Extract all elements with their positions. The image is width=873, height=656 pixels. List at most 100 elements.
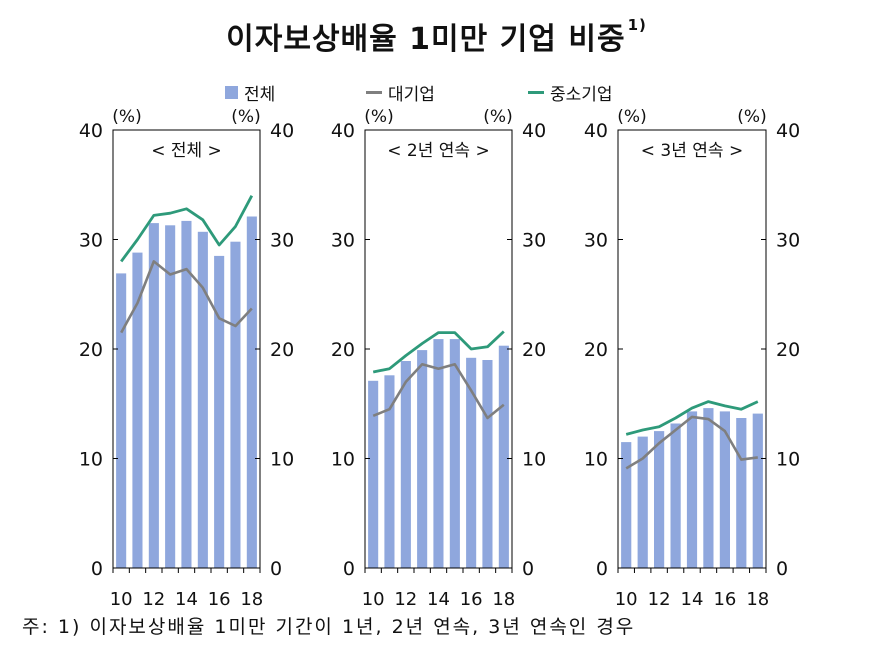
ytick-label-left-p2-20: 20 bbox=[331, 339, 355, 361]
ytick-label-right-p1-10: 10 bbox=[270, 449, 294, 471]
bar-p3-17 bbox=[736, 418, 747, 568]
bar-p3-10 bbox=[621, 442, 632, 568]
xtick-label-p2-16: 16 bbox=[460, 589, 483, 610]
bar-p3-18 bbox=[752, 413, 763, 568]
bar-p2-17 bbox=[482, 360, 493, 568]
panel-title-p2: < 2년 연속 > bbox=[387, 141, 489, 161]
line-large-p3 bbox=[625, 415, 758, 470]
ytick-label-left-p2-10: 10 bbox=[331, 449, 355, 471]
footnote: 주: 1) 이자보상배율 1미만 기간이 1년, 2년 연속, 3년 연속인 경… bbox=[22, 616, 636, 638]
bar-p3-13 bbox=[670, 423, 681, 568]
unit-left-p1: (%) bbox=[112, 107, 141, 127]
bar-p2-10 bbox=[368, 380, 379, 568]
unit-left-p3: (%) bbox=[617, 107, 646, 127]
legend-label-total: 전체 bbox=[244, 85, 276, 105]
bar-p2-12 bbox=[400, 361, 411, 568]
ytick-label-right-p1-40: 40 bbox=[270, 120, 294, 142]
xtick-label-p2-12: 12 bbox=[394, 589, 417, 610]
legend-label-sme: 중소기업 bbox=[550, 85, 613, 105]
ytick-label-left-p2-30: 30 bbox=[331, 230, 355, 252]
ytick-label-left-p3-20: 20 bbox=[584, 339, 608, 361]
bar-p1-13 bbox=[165, 225, 176, 569]
xtick-label-p2-18: 18 bbox=[492, 589, 515, 610]
ytick-label-left-p3-40: 40 bbox=[584, 120, 608, 142]
xtick-label-p3-16: 16 bbox=[713, 589, 736, 610]
ytick-label-left-p2-40: 40 bbox=[331, 120, 355, 142]
panel-title-p1: < 전체 > bbox=[151, 141, 222, 161]
ytick-label-left-p1-10: 10 bbox=[79, 449, 103, 471]
line-large-p2 bbox=[372, 362, 505, 420]
xtick-label-p1-14: 14 bbox=[175, 589, 198, 610]
xtick-label-p1-18: 18 bbox=[240, 589, 263, 610]
xtick-label-p3-12: 12 bbox=[648, 589, 671, 610]
bar-p2-13 bbox=[417, 350, 428, 568]
legend-item-sme: 중소기업 bbox=[528, 80, 613, 105]
bar-p3-14 bbox=[686, 411, 698, 568]
xtick-label-p3-10: 10 bbox=[615, 589, 638, 610]
legend-item-large: 대기업 bbox=[366, 80, 435, 105]
chart-title-text: 이자보상배율 1미만 기업 비중 bbox=[226, 22, 626, 57]
ytick-label-left-p1-0: 0 bbox=[91, 558, 103, 580]
bar-p3-11 bbox=[637, 436, 648, 568]
ytick-label-right-p3-0: 0 bbox=[776, 558, 788, 580]
bar-p1-10 bbox=[116, 273, 127, 568]
bar-p2-15 bbox=[449, 339, 460, 568]
xtick-label-p1-16: 16 bbox=[208, 589, 231, 610]
legend-swatch-sme bbox=[528, 91, 544, 94]
legend: 전체 대기업 중소기업 bbox=[0, 80, 873, 105]
bar-p2-14 bbox=[433, 339, 444, 568]
ytick-label-left-p1-40: 40 bbox=[79, 120, 103, 142]
ytick-label-right-p1-20: 20 bbox=[270, 339, 294, 361]
ytick-label-right-p2-0: 0 bbox=[522, 558, 534, 580]
line-sme-p3 bbox=[625, 400, 759, 436]
ytick-label-left-p3-30: 30 bbox=[584, 230, 608, 252]
ytick-label-left-p3-10: 10 bbox=[584, 449, 608, 471]
ytick-label-right-p1-0: 0 bbox=[270, 558, 282, 580]
chart-title: 이자보상배율 1미만 기업 비중 1) bbox=[0, 14, 873, 58]
bar-p2-11 bbox=[384, 375, 395, 568]
xtick-label-p1-10: 10 bbox=[110, 589, 133, 610]
line-sme-p1 bbox=[120, 195, 254, 263]
bar-p1-15 bbox=[197, 231, 208, 569]
ytick-label-right-p3-20: 20 bbox=[776, 339, 800, 361]
unit-right-p1: (%) bbox=[231, 107, 260, 127]
line-large-p1 bbox=[120, 260, 253, 334]
ytick-label-left-p2-0: 0 bbox=[343, 558, 355, 580]
ytick-label-right-p3-30: 30 bbox=[776, 230, 800, 252]
panel-title-p3: < 3년 연속 > bbox=[641, 141, 743, 161]
legend-item-total: 전체 bbox=[225, 80, 275, 105]
unit-right-p3: (%) bbox=[737, 107, 766, 127]
ytick-label-right-p3-10: 10 bbox=[776, 449, 800, 471]
xtick-label-p1-12: 12 bbox=[142, 589, 165, 610]
ytick-label-left-p3-0: 0 bbox=[596, 558, 608, 580]
ytick-label-left-p1-30: 30 bbox=[79, 230, 103, 252]
legend-swatch-large bbox=[366, 91, 382, 94]
bar-p1-11 bbox=[132, 252, 143, 568]
bar-p3-15 bbox=[703, 408, 714, 568]
ytick-label-right-p3-40: 40 bbox=[776, 120, 800, 142]
legend-swatch-total bbox=[225, 86, 238, 99]
legend-label-large: 대기업 bbox=[388, 85, 435, 105]
title-footnote-mark: 1) bbox=[627, 16, 647, 34]
unit-right-p2: (%) bbox=[483, 107, 512, 127]
xtick-label-p2-10: 10 bbox=[362, 589, 385, 610]
bar-p2-18 bbox=[498, 345, 509, 568]
bar-p3-16 bbox=[719, 411, 730, 568]
bar-p1-17 bbox=[230, 241, 241, 568]
ytick-label-right-p1-30: 30 bbox=[270, 230, 294, 252]
bar-p2-16 bbox=[466, 357, 477, 568]
xtick-label-p3-14: 14 bbox=[681, 589, 704, 610]
ytick-label-right-p2-40: 40 bbox=[522, 120, 546, 142]
line-sme-p2 bbox=[372, 330, 505, 374]
xtick-label-p2-14: 14 bbox=[427, 589, 450, 610]
ytick-label-right-p2-30: 30 bbox=[522, 230, 546, 252]
ytick-label-right-p2-20: 20 bbox=[522, 339, 546, 361]
xtick-label-p3-18: 18 bbox=[746, 589, 769, 610]
bar-p1-12 bbox=[148, 223, 159, 568]
ytick-label-left-p1-20: 20 bbox=[79, 339, 103, 361]
unit-left-p2: (%) bbox=[364, 107, 393, 127]
ytick-label-right-p2-10: 10 bbox=[522, 449, 546, 471]
bar-p3-12 bbox=[654, 431, 665, 568]
bar-p1-18 bbox=[246, 216, 257, 568]
